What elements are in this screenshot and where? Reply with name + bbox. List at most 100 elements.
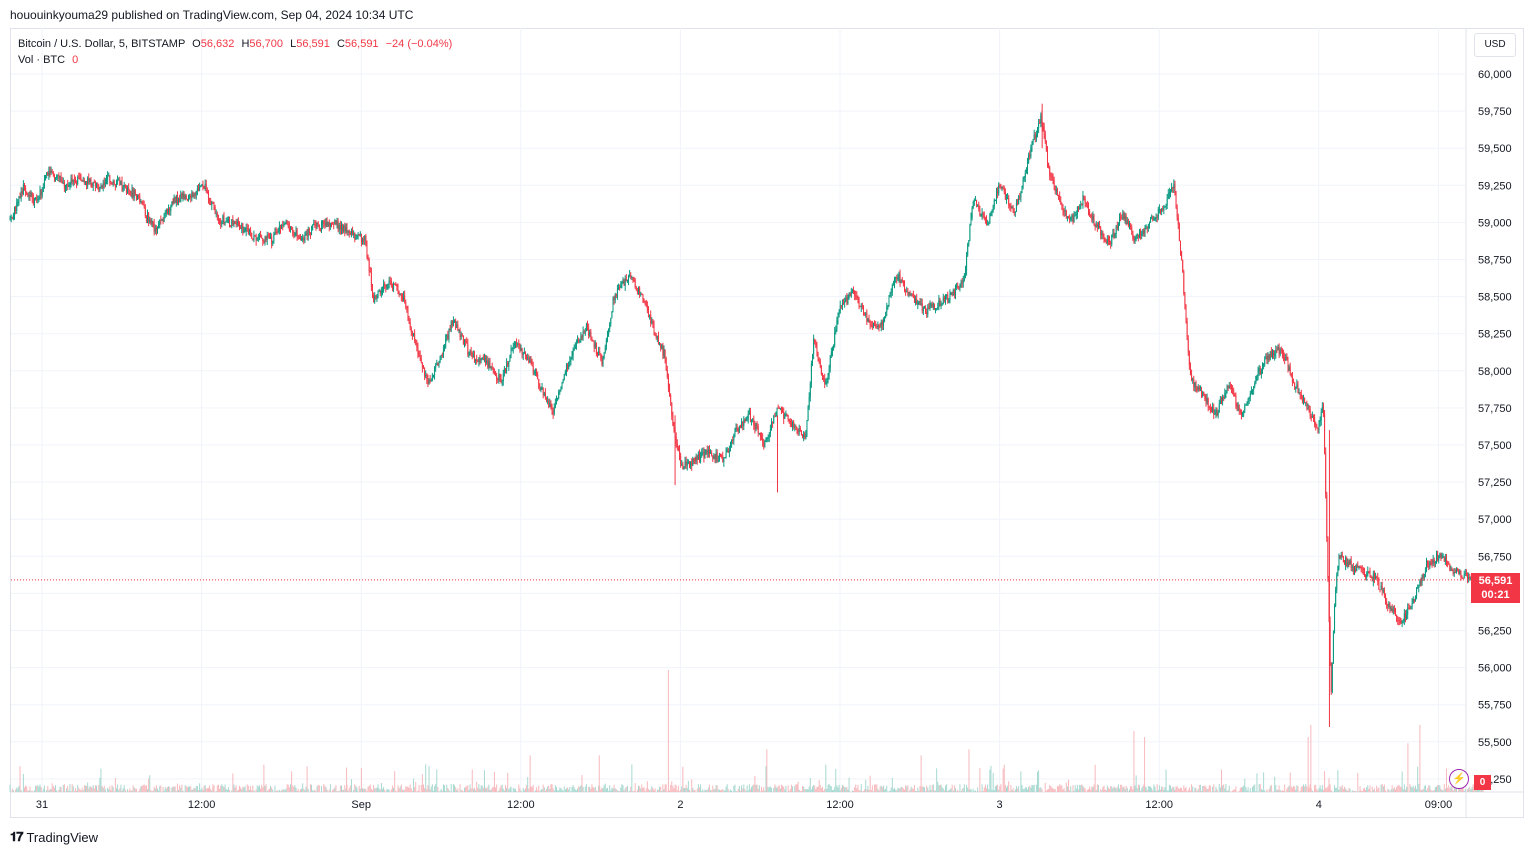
candle-body	[1081, 204, 1083, 206]
candle-body	[1015, 203, 1017, 212]
candle-body	[538, 378, 540, 388]
volume-bar	[111, 785, 113, 792]
candle-body	[711, 452, 713, 456]
candle-body	[820, 366, 822, 375]
candle-body	[1461, 576, 1463, 578]
volume-bar	[154, 788, 156, 792]
volume-bar	[1235, 786, 1237, 792]
candle-body	[1291, 376, 1293, 383]
volume-bar	[745, 791, 747, 792]
candle-body	[485, 358, 487, 363]
volume-bar	[1399, 786, 1401, 792]
candle-body	[1082, 195, 1084, 205]
volume-bar	[998, 789, 1000, 792]
candle-body	[1124, 216, 1126, 219]
candle-body	[201, 184, 203, 186]
price-tick-label: 59,250	[1478, 180, 1512, 192]
volume-bar	[757, 788, 759, 792]
candle-body	[1469, 577, 1471, 580]
volume-bar	[487, 786, 489, 792]
candle-body	[919, 301, 921, 305]
candle-body	[836, 320, 838, 330]
candle-body	[21, 191, 23, 194]
currency-button[interactable]: USD	[1474, 33, 1516, 57]
candle-body	[935, 308, 937, 310]
candle-body	[487, 360, 489, 368]
candle-body	[1174, 184, 1176, 193]
candle-body	[697, 453, 699, 460]
candle-body	[350, 230, 352, 234]
volume-bar	[839, 790, 841, 792]
time-tick-label: 3	[997, 799, 1003, 811]
volume-bar	[868, 790, 870, 792]
candle-body	[1463, 574, 1465, 579]
volume-bar	[496, 784, 498, 792]
volume-bar	[665, 784, 667, 792]
volume-bar	[1416, 789, 1418, 792]
candle-body	[677, 447, 679, 450]
candle-body	[235, 222, 237, 225]
candle-body	[897, 278, 899, 280]
volume-bar	[113, 791, 115, 792]
price-tick-label: 60,000	[1478, 69, 1512, 81]
volume-bar	[1135, 775, 1137, 792]
candle-body	[1178, 224, 1180, 241]
volume-bar	[1069, 790, 1071, 792]
volume-bar	[1028, 786, 1030, 792]
volume-bar	[743, 784, 745, 792]
candle-body	[581, 336, 583, 338]
volume-bar	[159, 786, 161, 792]
candle-body	[1230, 386, 1232, 389]
volume-bar	[864, 789, 866, 792]
volume-bar	[493, 772, 495, 792]
candle-body	[1000, 186, 1002, 188]
volume-bar	[355, 785, 357, 792]
candle-body	[1109, 240, 1111, 243]
volume-bar	[954, 788, 956, 792]
candle-body	[1048, 162, 1050, 168]
candle-body	[1083, 195, 1085, 199]
candle-body	[700, 456, 702, 462]
volume-bar	[207, 787, 209, 792]
candle-body	[1459, 570, 1461, 574]
volume-bar	[1174, 789, 1176, 792]
candle-body	[1219, 400, 1221, 404]
candle-body	[1297, 384, 1299, 394]
volume-bar	[1362, 788, 1364, 792]
lightning-icon[interactable]: ⚡	[1449, 769, 1469, 789]
candle-body	[379, 290, 381, 294]
volume-bar	[129, 788, 131, 792]
time-axis[interactable]: 31 12:00 Sep 12:00 2 12:00 3 12:00 4 09:00	[36, 799, 1452, 811]
volume-bar	[1146, 790, 1148, 792]
volume-bar	[71, 784, 73, 792]
volume-bar	[831, 790, 833, 792]
candle-body	[1267, 355, 1269, 360]
volume-bar	[835, 769, 837, 792]
volume-bar	[682, 766, 684, 792]
volume-bar	[16, 787, 18, 792]
candle-body	[1320, 411, 1322, 421]
candle-body	[1334, 605, 1336, 633]
volume-bar	[243, 787, 245, 792]
volume-bar	[252, 785, 254, 792]
candle-body	[546, 397, 548, 402]
price-axis[interactable]: 60,00059,75059,50059,25059,00058,75058,5…	[1478, 69, 1512, 786]
volume-bar	[1334, 785, 1336, 792]
volume-bar	[305, 786, 307, 792]
volume-bar	[1355, 791, 1357, 792]
candle-body	[537, 373, 539, 379]
volume-bar	[1079, 784, 1081, 792]
candle-body	[188, 196, 190, 201]
candle-body	[956, 285, 958, 287]
candle-body	[112, 180, 114, 184]
volume-bar	[1275, 784, 1277, 792]
chart-frame[interactable]	[10, 28, 1524, 818]
volume-bar	[826, 789, 828, 792]
tradingview-brand[interactable]: 𝟏𝟕 TradingView	[10, 829, 98, 845]
candle-body	[460, 334, 462, 338]
candle-body	[90, 179, 92, 183]
candle-body	[925, 307, 927, 313]
volume-bar	[1208, 785, 1210, 792]
volume-bar	[1131, 786, 1133, 792]
